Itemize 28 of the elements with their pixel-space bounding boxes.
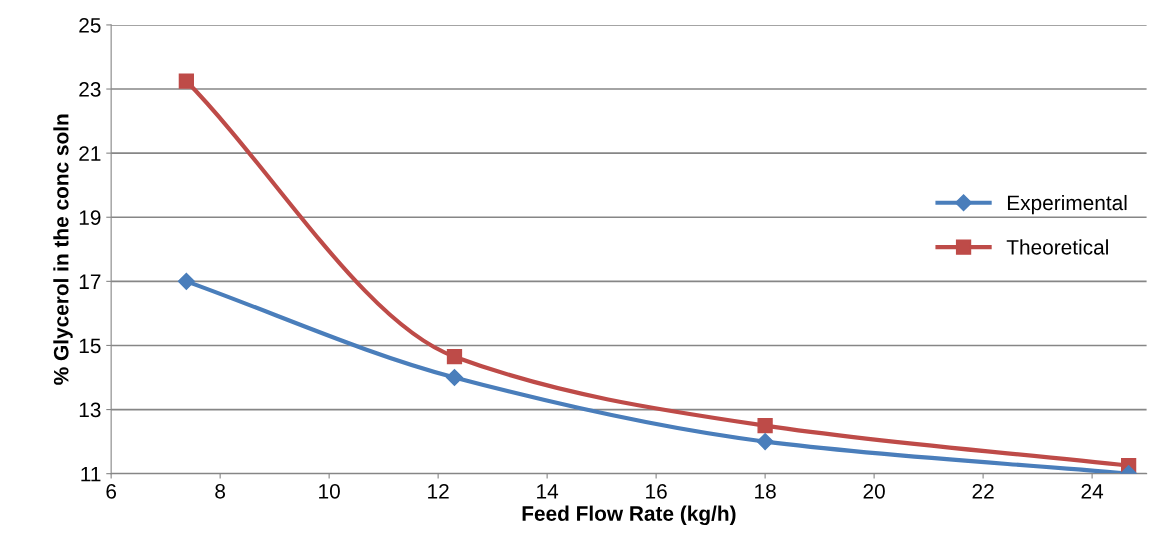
legend-label: Experimental xyxy=(1007,194,1127,215)
y-tick-label: 13 xyxy=(79,402,101,418)
x-tick-label: 20 xyxy=(863,483,885,499)
x-tick-label: 18 xyxy=(755,483,776,499)
y-tick-label: 25 xyxy=(79,17,101,33)
x-tick-label: 14 xyxy=(537,484,559,499)
x-tick-label: 16 xyxy=(646,483,667,499)
y-tick-label: 19 xyxy=(79,210,101,225)
point xyxy=(756,433,774,451)
point xyxy=(178,73,194,89)
point xyxy=(446,349,463,365)
y-tick-label: 17 xyxy=(79,274,101,289)
x-tick-label: 24 xyxy=(1081,483,1104,499)
point xyxy=(445,368,464,387)
point xyxy=(177,272,195,290)
x-tick-label: 10 xyxy=(319,483,340,499)
y-axis-title: % Glycerol in the conc soln xyxy=(53,114,73,385)
x-tick-label: 22 xyxy=(972,483,994,499)
y-tick-label: 21 xyxy=(79,146,101,161)
x-axis-title: Feed Flow Rate (kg/h) xyxy=(522,505,736,526)
y-tick-label: 11 xyxy=(81,466,101,482)
point xyxy=(757,417,773,434)
legend-label: Theoretical xyxy=(1006,239,1108,255)
x-tick-label: 8 xyxy=(215,483,226,499)
y-tick-label: 23 xyxy=(79,82,101,97)
x-tick-label: 6 xyxy=(106,483,117,499)
y-tick-label: 15 xyxy=(79,338,101,354)
x-tick-label: 12 xyxy=(428,483,449,499)
